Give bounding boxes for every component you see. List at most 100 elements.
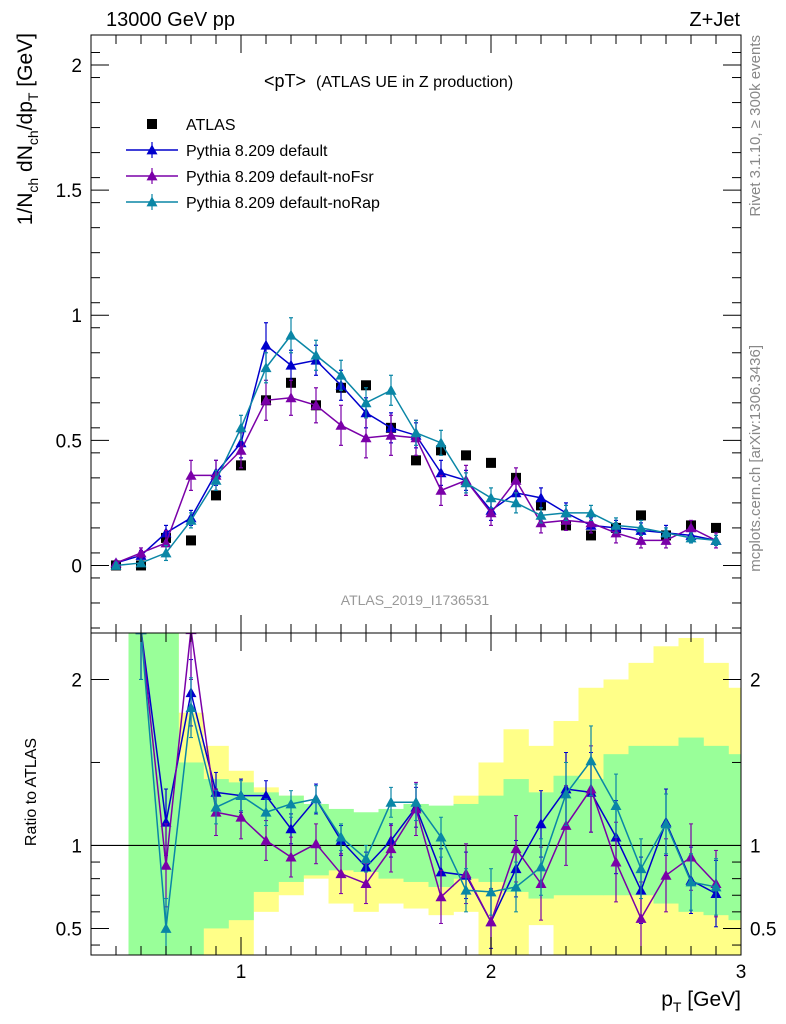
series-2-marker — [485, 507, 497, 518]
legend-label: Pythia 8.209 default — [186, 143, 328, 160]
ratio-series-1-marker — [385, 843, 397, 854]
atlas-data-point — [711, 522, 721, 533]
ratio-y-tick-label: 2 — [71, 670, 82, 691]
series-3-marker — [610, 519, 622, 530]
ratio-series-1-marker — [260, 834, 272, 845]
y-tick-label: 1.5 — [56, 181, 82, 202]
series-3-marker — [135, 557, 147, 568]
series-2-marker — [660, 534, 672, 545]
y-tick-label: 1 — [71, 306, 82, 327]
legend-marker — [146, 144, 158, 155]
atlas-data-point — [636, 510, 646, 521]
series-3-marker — [710, 534, 722, 545]
ratio-series-1-marker — [635, 912, 647, 923]
series-3-marker — [510, 497, 522, 508]
ratio-plot-panel: 0.5 0.5 1 1 2 2 1 2 3 Ratio to ATLAS — [23, 632, 776, 983]
ratio-series-1-marker — [610, 856, 622, 867]
series-2-marker — [360, 432, 372, 443]
ratio-series-2-marker — [310, 793, 322, 804]
series-2-marker — [510, 474, 522, 485]
ratio-series-1-marker — [360, 878, 372, 889]
x-axis-label: pT [GeV] — [661, 988, 741, 1015]
series-3-marker — [410, 427, 422, 438]
analysis-watermark: ATLAS_2019_I1736531 — [341, 592, 490, 608]
series-3-marker — [435, 437, 447, 448]
y-tick-label: 0 — [71, 556, 82, 577]
atlas-data-point — [411, 455, 421, 466]
ratio-series-2-line — [140, 633, 717, 929]
ratio-series-2-marker — [535, 861, 547, 872]
ratio-series-2-marker — [410, 796, 422, 807]
series-2-marker — [185, 469, 197, 480]
series-2-marker — [135, 547, 147, 558]
series-3-marker — [585, 507, 597, 518]
series-3-marker — [110, 559, 122, 570]
series-3-marker — [460, 477, 472, 488]
y-axis-label-ratio: Ratio to ATLAS — [23, 738, 40, 846]
legend-label: ATLAS — [186, 117, 236, 134]
series-2-marker — [385, 429, 397, 440]
series-1-marker — [535, 492, 547, 503]
atlas-data-point — [486, 457, 496, 468]
ratio-y-tick-label-right: 1 — [750, 836, 761, 857]
ratio-series-2-marker — [360, 853, 372, 864]
ratio-series-1-marker — [160, 859, 172, 870]
legend-marker — [146, 196, 158, 207]
ratio-series-1-marker — [435, 891, 447, 902]
ratio-series-2-marker — [260, 806, 272, 817]
atlas-data-point — [586, 530, 596, 541]
ratio-series-2-marker — [235, 790, 247, 801]
ratio-series-2-marker — [610, 800, 622, 811]
series-2-marker — [310, 399, 322, 410]
ratio-series-0-marker — [160, 816, 172, 827]
ratio-series-2-marker — [460, 884, 472, 895]
series-3-marker — [685, 532, 697, 543]
series-3-marker — [160, 547, 172, 558]
ratio-series-2-marker — [285, 798, 297, 809]
series-3-marker — [185, 514, 197, 525]
ratio-series-0-marker — [260, 790, 272, 801]
uncertainty-band-bin — [178, 762, 204, 955]
ratio-series-0-line — [140, 633, 717, 924]
ratio-series-2-marker — [160, 922, 172, 933]
ratio-series-2-marker — [385, 796, 397, 807]
ratio-series-1-marker — [335, 868, 347, 879]
series-1-marker — [285, 359, 297, 370]
ratio-series-2-marker — [485, 886, 497, 897]
ratio-series-0-marker — [285, 823, 297, 834]
ratio-y-tick-label-right: 2 — [750, 670, 761, 691]
series-3-marker — [635, 522, 647, 533]
ratio-y-tick-label-right: 0.5 — [750, 919, 776, 940]
series-3-marker — [235, 422, 247, 433]
legend-label: Pythia 8.209 default-noFsr — [186, 169, 374, 186]
x-tick-label: 2 — [486, 962, 497, 983]
series-2-marker — [585, 517, 597, 528]
ratio-series-2-marker — [510, 881, 522, 892]
rivet-label: Rivet 3.1.10, ≥ 300k events — [747, 35, 764, 217]
uncertainty-band-bin — [128, 633, 154, 955]
y-tick-label: 2 — [71, 56, 82, 77]
ratio-series-2-marker — [710, 881, 722, 892]
ratio-series-2-marker — [185, 702, 197, 713]
ratio-series-1-marker — [310, 838, 322, 849]
series-3-marker — [310, 349, 322, 360]
series-3-marker — [535, 509, 547, 520]
series-2-marker — [260, 394, 272, 405]
mcplots-label: mcplots.cern.ch [arXiv:1306.3436] — [747, 345, 764, 572]
series-2-marker — [160, 537, 172, 548]
ratio-series-2-marker — [560, 788, 572, 799]
series-3-marker — [560, 507, 572, 518]
ratio-series-2-marker — [585, 755, 597, 766]
ratio-series-0-marker — [535, 818, 547, 829]
series-2-marker — [285, 392, 297, 403]
y-axis-label-main: 1/Nch dNch/dpT [GeV] — [14, 33, 41, 225]
x-tick-label: 3 — [736, 962, 747, 983]
x-tick-label: 1 — [236, 962, 247, 983]
series-1-marker — [260, 339, 272, 350]
series-2-marker — [235, 444, 247, 455]
ratio-series-1-marker — [510, 843, 522, 854]
atlas-data-point — [211, 490, 221, 501]
plot-title: <pT> (ATLAS UE in Z production) — [264, 71, 513, 91]
series-3-marker — [285, 329, 297, 340]
header-energy: 13000 GeV pp — [106, 9, 235, 31]
